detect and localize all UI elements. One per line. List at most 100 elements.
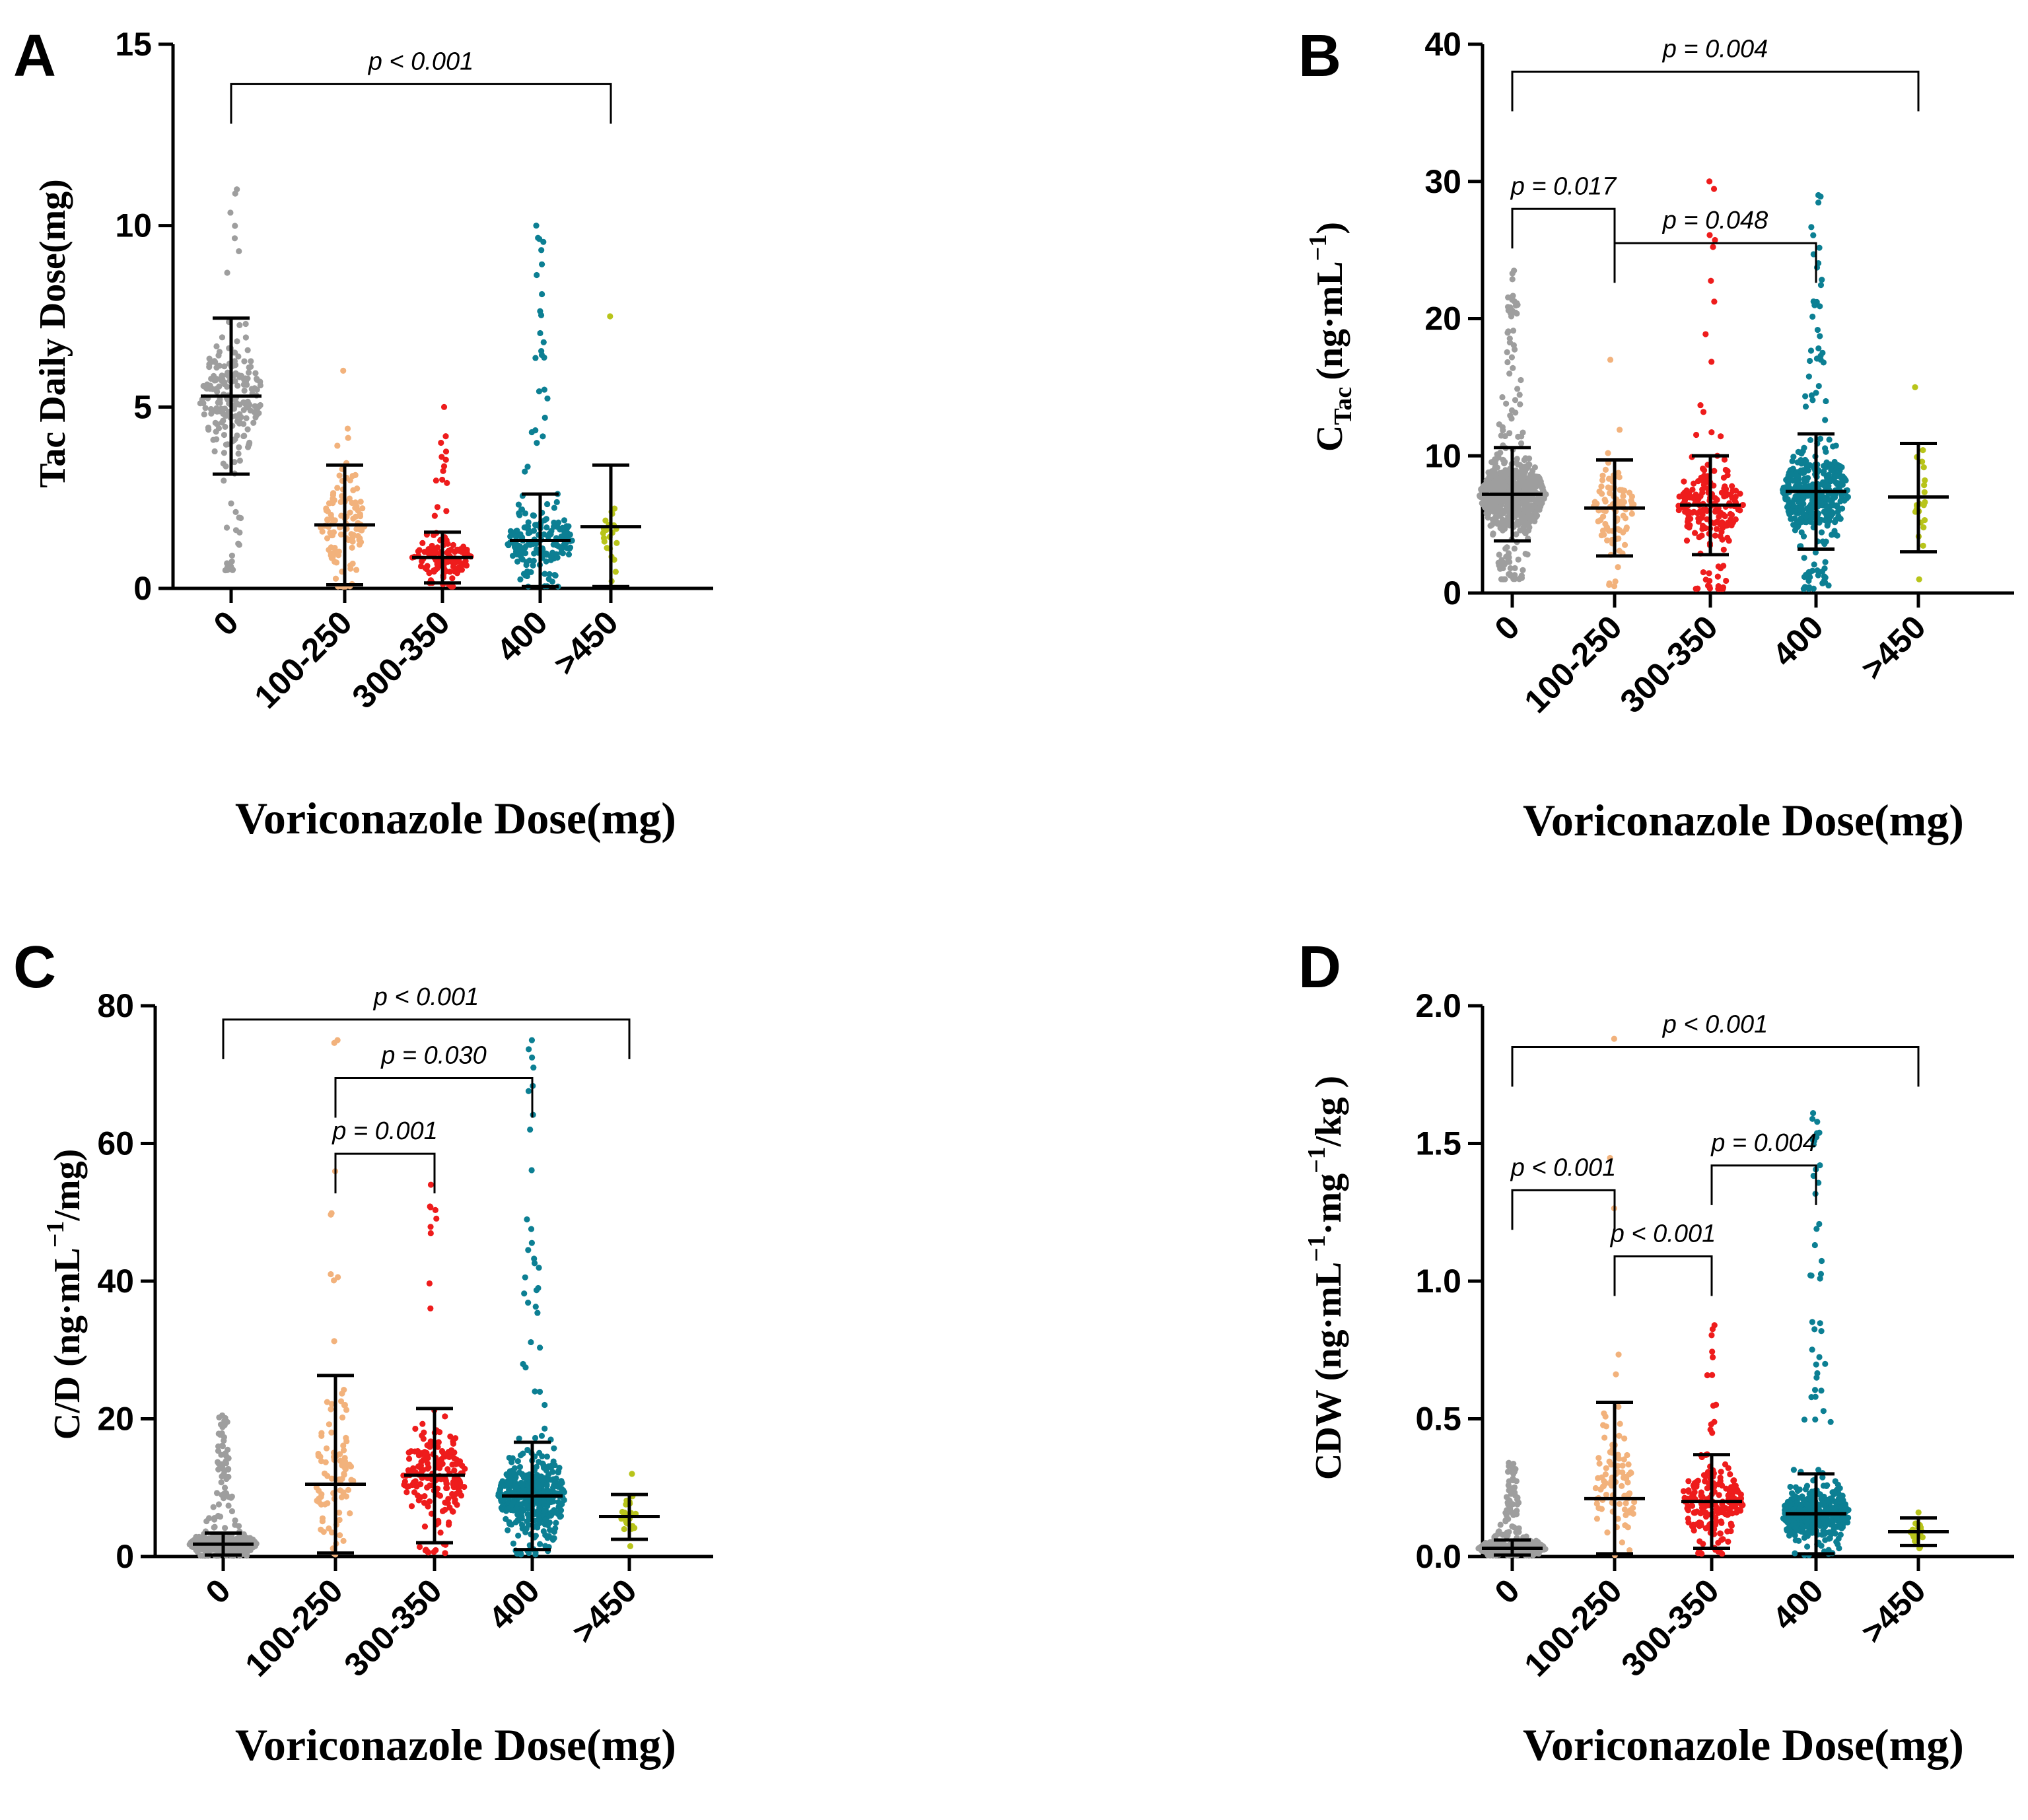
data-point [1600,513,1607,520]
data-point [222,423,228,430]
data-point [518,507,525,513]
data-point [424,1465,431,1472]
significance-bracket [1511,1189,1616,1230]
data-point [1599,472,1606,479]
data-point [532,1388,538,1395]
data-point [1603,1465,1609,1471]
data-point [538,1432,545,1439]
data-point [1490,530,1496,537]
data-point [1817,193,1824,200]
data-point [536,1504,543,1511]
data-point [1603,1491,1609,1498]
data-point [1602,520,1609,528]
data-point [1516,1499,1522,1506]
data-point [1826,497,1833,503]
data-point [602,517,609,524]
data-point [438,1455,445,1463]
data-point [1727,1471,1733,1478]
data-point [522,1274,528,1280]
data-point [1704,1485,1710,1492]
data-point [232,402,238,409]
data-point [218,405,225,412]
data-point [1500,427,1506,434]
data-point [214,421,221,427]
data-point [459,1462,466,1469]
y-tick-label: 0 [116,1538,134,1575]
data-point [1812,1393,1819,1400]
data-point [228,1508,236,1515]
data-point [1813,1226,1820,1232]
data-point [349,544,355,551]
data-point [531,1255,538,1262]
data-point [607,313,613,320]
data-point [217,1431,224,1438]
data-point [450,563,457,570]
data-point [1596,1460,1603,1467]
data-point [1542,1546,1549,1553]
data-point [440,468,446,474]
data-point [1802,1486,1809,1492]
data-point [1611,1035,1617,1042]
data-point [1612,578,1619,585]
data-point [1492,1533,1499,1539]
data-point [347,1463,355,1470]
data-point [1782,496,1789,503]
data-point [556,1465,563,1471]
data-point [1691,480,1697,487]
panel-c-letter: C [13,934,56,1000]
data-point [1520,567,1526,573]
data-point [340,367,347,374]
panel-d-ylabel-sup1: −1 [1303,1235,1331,1262]
data-point [248,358,254,365]
data-point [232,370,239,376]
data-point [221,363,228,370]
data-point [1533,483,1539,490]
data-point [1825,1519,1831,1525]
data-point [427,1305,434,1312]
data-point [216,349,223,355]
data-point [1838,492,1845,499]
data-point [205,427,212,433]
data-point [341,1401,349,1409]
y-tick-label: 20 [97,1401,134,1438]
data-point [213,1490,221,1496]
data-point [319,1518,326,1525]
data-point [438,476,446,483]
p-value-label: p = 0.004 [1662,36,1768,63]
data-point [1739,501,1746,508]
data-point [516,1463,524,1471]
data-point [525,1522,532,1528]
y-tick-label: 0.5 [1415,1401,1461,1438]
data-point [1675,507,1682,514]
data-point [1512,397,1519,403]
data-point [525,1088,532,1094]
p-value-label: p = 0.017 [1510,172,1617,200]
data-point [532,427,539,434]
data-point [1723,577,1730,584]
data-point [1616,1432,1623,1439]
data-point [1505,1482,1512,1488]
data-point [442,1499,449,1506]
data-point [1817,1271,1825,1277]
data-point [531,1260,538,1267]
data-point [237,1546,244,1553]
x-tick-label: 300-350 [345,604,456,715]
data-point [1806,357,1813,365]
data-point [1619,1483,1625,1489]
data-point [1809,1110,1817,1117]
data-point [543,558,549,565]
data-point [1712,1522,1719,1528]
data-point [1699,1505,1706,1512]
data-point [1792,1514,1800,1521]
data-point [1497,449,1504,456]
data-point [211,448,218,455]
data-point [450,1438,456,1445]
data-point [1696,534,1702,541]
data-point [1628,510,1635,517]
data-point [543,1481,550,1488]
data-point [1598,532,1605,539]
data-point [1616,1500,1623,1507]
data-point [234,418,241,425]
data-point [1509,270,1516,277]
data-point [427,1482,433,1489]
